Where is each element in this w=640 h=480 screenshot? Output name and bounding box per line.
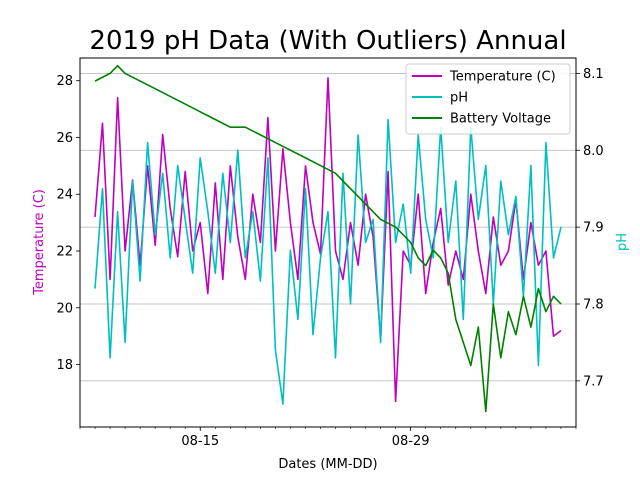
- y-right-tick-label: 7.9: [583, 221, 604, 236]
- y-right-tick-label: 7.8: [583, 298, 604, 313]
- y-left-tick-label: 22: [56, 245, 73, 260]
- series-lines: [94, 64, 562, 413]
- series-line-battery-voltage: [94, 64, 562, 413]
- legend-box: [405, 63, 571, 135]
- legend-label: pH: [450, 91, 468, 106]
- x-axis-label: Dates (MM-DD): [278, 457, 377, 472]
- legend-label: Battery Voltage: [450, 112, 551, 127]
- y-axis-left-label: Temperature (C): [32, 189, 47, 296]
- legend: Temperature (C) pH Battery Voltage: [405, 63, 571, 135]
- y-left-tick-label: 20: [56, 301, 73, 316]
- y-right-tick-label: 8.0: [583, 144, 604, 159]
- plot-frame: [79, 57, 577, 428]
- series-line-ph: [94, 118, 562, 405]
- y-right-tick-label: 8.1: [583, 67, 604, 82]
- x-tick-label: 08-15: [181, 434, 219, 449]
- y-axis-left: 18 20 22 24 26 28: [56, 74, 80, 373]
- legend-label: Temperature (C): [449, 70, 556, 85]
- y-left-tick-label: 24: [56, 188, 73, 203]
- x-axis: 08-15 08-29: [79, 427, 577, 449]
- y-axis-right: 7.7 7.8 7.9 8.0 8.1: [576, 67, 604, 389]
- y-axis-right-label: pH: [615, 233, 630, 251]
- y-right-tick-label: 7.7: [583, 374, 604, 389]
- y-left-tick-label: 18: [56, 358, 73, 373]
- y-left-tick-label: 28: [56, 74, 73, 89]
- chart-title: 2019 pH Data (With Outliers) Annual: [89, 26, 566, 56]
- y-left-tick-label: 26: [56, 131, 73, 146]
- x-tick-label: 08-29: [392, 434, 430, 449]
